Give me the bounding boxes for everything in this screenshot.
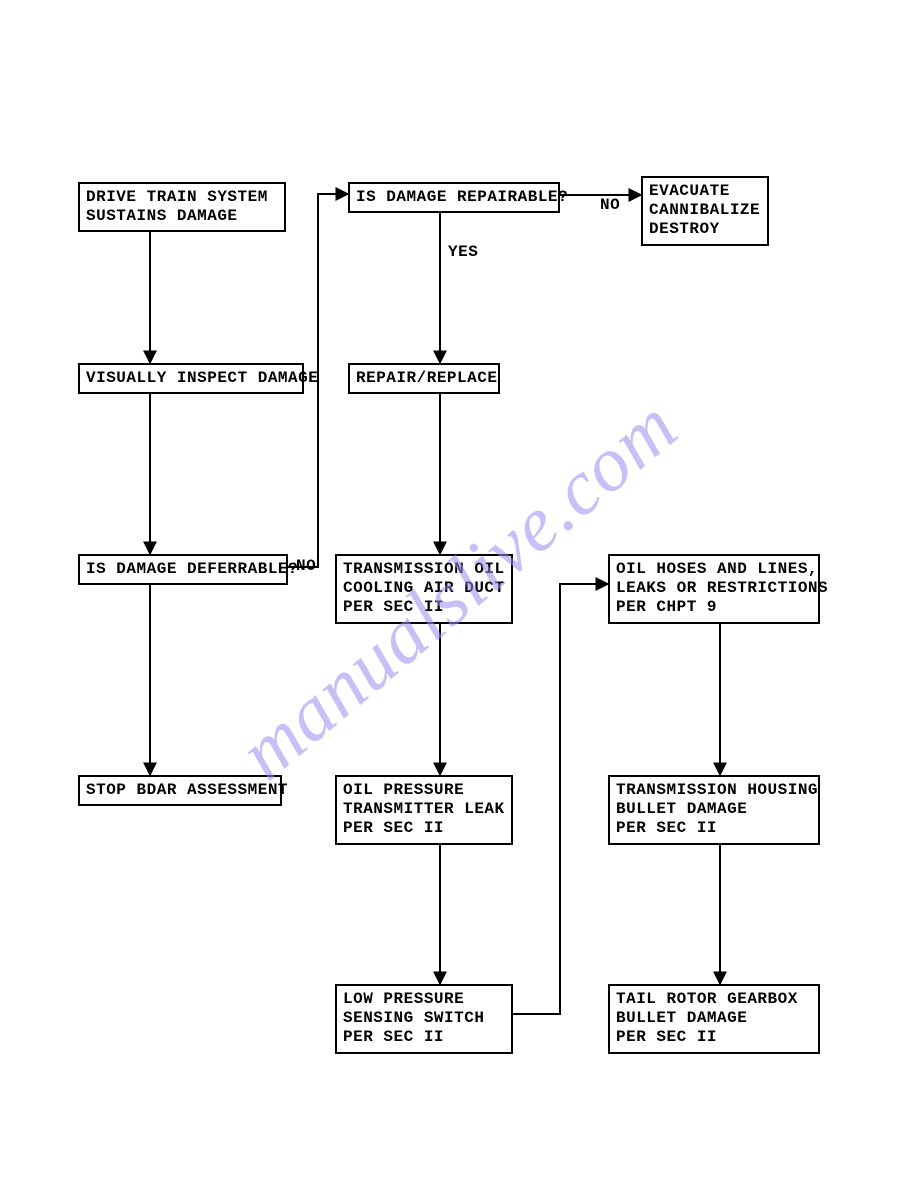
node-drive-train: DRIVE TRAIN SYSTEM SUSTAINS DAMAGE: [78, 182, 286, 232]
label-yes-repairable: YES: [448, 243, 478, 261]
node-trans-housing: TRANSMISSION HOUSING BULLET DAMAGE PER S…: [608, 775, 820, 845]
node-visually-inspect: VISUALLY INSPECT DAMAGE: [78, 363, 304, 394]
node-oil-hoses: OIL HOSES AND LINES, LEAKS OR RESTRICTIO…: [608, 554, 820, 624]
node-oil-pressure: OIL PRESSURE TRANSMITTER LEAK PER SEC II: [335, 775, 513, 845]
node-trans-oil-duct: TRANSMISSION OIL COOLING AIR DUCT PER SE…: [335, 554, 513, 624]
node-evacuate: EVACUATE CANNIBALIZE DESTROY: [641, 176, 769, 246]
node-repair-replace: REPAIR/REPLACE: [348, 363, 500, 394]
node-damage-deferrable: IS DAMAGE DEFERRABLE?: [78, 554, 288, 585]
label-no-deferrable: NO: [296, 557, 316, 575]
flowchart-canvas: DRIVE TRAIN SYSTEM SUSTAINS DAMAGE VISUA…: [0, 0, 915, 1178]
label-no-repairable: NO: [600, 196, 620, 214]
node-tail-rotor: TAIL ROTOR GEARBOX BULLET DAMAGE PER SEC…: [608, 984, 820, 1054]
node-low-pressure: LOW PRESSURE SENSING SWITCH PER SEC II: [335, 984, 513, 1054]
node-damage-repairable: IS DAMAGE REPAIRABLE?: [348, 182, 560, 213]
node-stop-bdar: STOP BDAR ASSESSMENT: [78, 775, 282, 806]
